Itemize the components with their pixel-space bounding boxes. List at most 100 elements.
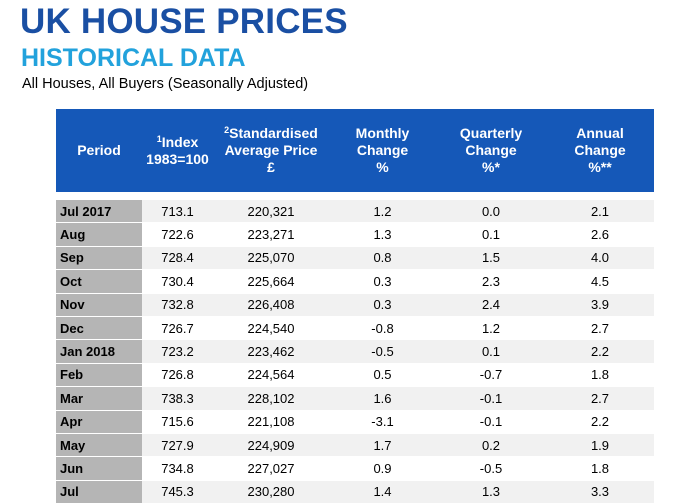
table-row: Aug 722.6 223,271 1.3 0.1 2.6 — [56, 222, 654, 247]
cell-period: Aug — [56, 222, 142, 247]
cell-annual: 2.6 — [546, 222, 654, 247]
cell-monthly: 0.5 — [329, 363, 436, 388]
cell-index: 723.2 — [142, 339, 213, 364]
cell-price: 226,408 — [213, 293, 329, 317]
cell-index: 730.4 — [142, 269, 213, 294]
cell-period: Mar — [56, 386, 142, 411]
cell-period: Apr — [56, 410, 142, 434]
table-row: Oct 730.4 225,664 0.3 2.3 4.5 — [56, 269, 654, 294]
footnote-marker: 2 — [224, 125, 230, 135]
cell-quarterly: 1.3 — [436, 480, 546, 504]
cell-price: 224,540 — [213, 316, 329, 341]
cell-quarterly: -0.1 — [436, 386, 546, 411]
table-row: Sep 728.4 225,070 0.8 1.5 4.0 — [56, 246, 654, 271]
page-title: UK HOUSE PRICES — [20, 2, 348, 41]
cell-monthly: 1.4 — [329, 480, 436, 504]
cell-quarterly: 0.0 — [436, 200, 546, 224]
column-header-price: 2Standardised Average Price £ — [213, 109, 329, 192]
cell-price: 230,280 — [213, 480, 329, 504]
cell-period: Feb — [56, 363, 142, 388]
cell-annual: 1.8 — [546, 363, 654, 388]
column-header-line: Annual — [576, 125, 624, 141]
table-caption: All Houses, All Buyers (Seasonally Adjus… — [22, 76, 309, 92]
cell-period: Dec — [56, 316, 142, 341]
cell-annual: 2.7 — [546, 386, 654, 411]
cell-annual: 3.9 — [546, 293, 654, 317]
cell-monthly: 0.3 — [329, 293, 436, 317]
cell-annual: 4.5 — [546, 269, 654, 294]
table-body: Jul 2017 713.1 220,321 1.2 0.0 2.1 Aug 722.6 223… — [56, 192, 654, 504]
cell-price: 228,102 — [213, 386, 329, 411]
cell-quarterly: 2.3 — [436, 269, 546, 294]
cell-index: 713.1 — [142, 200, 213, 224]
table-row: Mar 738.3 228,102 1.6 -0.1 2.7 — [56, 386, 654, 411]
page-subtitle: HISTORICAL DATA — [21, 44, 246, 72]
cell-period: Oct — [56, 269, 142, 294]
cell-quarterly: 0.1 — [436, 222, 546, 247]
cell-period: Nov — [56, 293, 142, 317]
column-header-period: Period — [56, 109, 142, 192]
cell-index: 728.4 — [142, 246, 213, 271]
house-price-table: Period 1Index 1983=100 2Standardised Average… — [56, 109, 654, 504]
cell-annual: 2.7 — [546, 316, 654, 341]
cell-price: 225,664 — [213, 269, 329, 294]
cell-quarterly: -0.1 — [436, 410, 546, 434]
cell-period: Sep — [56, 246, 142, 271]
cell-index: 727.9 — [142, 433, 213, 458]
column-header-line: Average Price — [224, 142, 318, 158]
cell-monthly: 1.7 — [329, 433, 436, 458]
cell-index: 726.7 — [142, 316, 213, 341]
cell-price: 223,271 — [213, 222, 329, 247]
table-row: May 727.9 224,909 1.7 0.2 1.9 — [56, 433, 654, 458]
table-row: Jul 745.3 230,280 1.4 1.3 3.3 — [56, 480, 654, 504]
cell-annual: 2.2 — [546, 410, 654, 434]
cell-annual: 1.9 — [546, 433, 654, 458]
table-row: Nov 732.8 226,408 0.3 2.4 3.9 — [56, 293, 654, 317]
cell-monthly: -0.8 — [329, 316, 436, 341]
cell-quarterly: 0.1 — [436, 339, 546, 364]
column-header-index: 1Index 1983=100 — [142, 109, 213, 192]
cell-index: 745.3 — [142, 480, 213, 504]
cell-monthly: 1.3 — [329, 222, 436, 247]
cell-price: 225,070 — [213, 246, 329, 271]
column-header-line: Period — [77, 142, 121, 158]
column-header-quarterly: Quarterly Change %* — [436, 109, 546, 192]
column-header-line: 1Index — [156, 133, 199, 150]
cell-period: Jan 2018 — [56, 339, 142, 364]
table-row: Apr 715.6 221,108 -3.1 -0.1 2.2 — [56, 410, 654, 434]
column-header-line: %* — [482, 159, 500, 175]
cell-price: 221,108 — [213, 410, 329, 434]
column-header-line: Change — [465, 142, 517, 158]
column-header-line: Change — [574, 142, 626, 158]
column-header-monthly: Monthly Change% — [329, 109, 436, 192]
cell-price: 227,027 — [213, 456, 329, 481]
cell-index: 738.3 — [142, 386, 213, 411]
cell-monthly: 1.2 — [329, 200, 436, 224]
cell-annual: 3.3 — [546, 480, 654, 504]
header-gap — [56, 192, 654, 200]
cell-period: May — [56, 433, 142, 458]
cell-index: 715.6 — [142, 410, 213, 434]
cell-monthly: 1.6 — [329, 386, 436, 411]
cell-price: 220,321 — [213, 200, 329, 224]
cell-quarterly: 0.2 — [436, 433, 546, 458]
cell-monthly: 0.3 — [329, 269, 436, 294]
cell-quarterly: -0.7 — [436, 363, 546, 388]
column-header-line: % — [376, 159, 389, 175]
cell-monthly: 0.9 — [329, 456, 436, 481]
table-row: Jul 2017 713.1 220,321 1.2 0.0 2.1 — [56, 200, 654, 224]
cell-quarterly: 1.2 — [436, 316, 546, 341]
table-row: Dec 726.7 224,540 -0.8 1.2 2.7 — [56, 316, 654, 341]
cell-quarterly: 1.5 — [436, 246, 546, 271]
cell-monthly: -3.1 — [329, 410, 436, 434]
cell-quarterly: 2.4 — [436, 293, 546, 317]
column-header-line: 2Standardised — [224, 125, 318, 141]
cell-monthly: -0.5 — [329, 339, 436, 364]
cell-annual: 4.0 — [546, 246, 654, 271]
cell-annual: 1.8 — [546, 456, 654, 481]
column-header-line: £ — [267, 159, 275, 175]
footnote-marker: 1 — [156, 133, 162, 144]
column-header-line: Monthly — [355, 125, 410, 141]
table-row: Jan 2018 723.2 223,462 -0.5 0.1 2.2 — [56, 339, 654, 364]
column-header-annual: Annual Change %** — [546, 109, 654, 192]
